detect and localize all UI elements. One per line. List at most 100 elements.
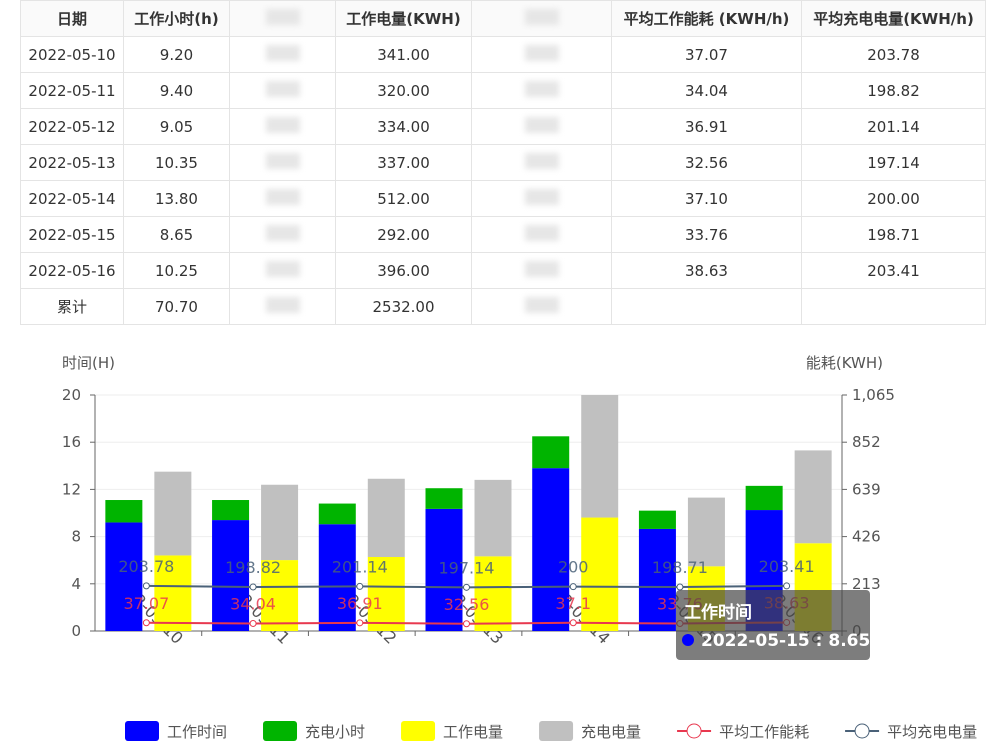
table-cell: 37.07: [611, 36, 802, 73]
blurred-text: [524, 188, 559, 205]
blurred-text: [524, 224, 559, 241]
table-cell: 320.00: [335, 72, 472, 109]
line-point: [142, 619, 150, 627]
table-cell: 36.91: [611, 108, 802, 145]
tooltip-separator: :: [810, 631, 829, 651]
y2-tick-label: 1,065: [852, 386, 895, 404]
table-row: 2022-05-13 10.35 337.00 32.56 197.14: [20, 144, 986, 181]
blurred-text: [265, 116, 300, 133]
blurred-text: [524, 260, 559, 277]
bar: [105, 500, 143, 523]
table-cell: [471, 252, 612, 289]
bar: [425, 508, 463, 631]
line-point: [142, 582, 150, 590]
table-cell: 累计: [20, 288, 124, 325]
blurred-text: [265, 152, 300, 169]
table-cell: [471, 288, 612, 325]
bar: [212, 520, 250, 631]
table-row: 2022-05-11 9.40 320.00 34.04 198.82: [20, 72, 986, 109]
table-cell: 70.70: [123, 288, 230, 325]
bar: [474, 556, 512, 631]
bar: [794, 450, 832, 544]
bar: [638, 510, 676, 529]
tooltip-text: 2022-05-15 : 8.65: [701, 631, 870, 651]
bar: [367, 478, 405, 557]
bar: [367, 556, 405, 631]
table-cell: 2022-05-16: [20, 252, 124, 289]
bar: [581, 517, 619, 631]
data-table: 日期 工作小时(h) 工作电量(KWH) 平均工作能耗 (KWH/h) 平均充电电量(K…: [20, 0, 986, 325]
legend-swatch: [686, 723, 702, 739]
table-cell: [229, 72, 336, 109]
bar: [474, 479, 512, 557]
chart: 时间(H) 能耗(KWH) 0 4 8 12 16 200 213 426 639 852 1,065 2…: [62, 354, 977, 741]
y2-tick-label: 213: [852, 575, 881, 593]
bar: [318, 503, 356, 525]
table-cell: 334.00: [335, 108, 472, 145]
bar: [581, 395, 619, 518]
table-cell: 337.00: [335, 144, 472, 181]
y-tick-label: 8: [71, 528, 81, 546]
legend-label: 工作时间: [167, 723, 227, 741]
table-cell: 2022-05-15: [20, 216, 124, 253]
bar: [638, 528, 676, 631]
table-cell: [229, 108, 336, 145]
data-label: 32.56: [444, 595, 490, 614]
table-cell: [471, 216, 612, 253]
bar: [687, 497, 725, 567]
table-cell: [229, 288, 336, 325]
table-cell: 396.00: [335, 252, 472, 289]
table-row: 2022-05-16 10.25 396.00 38.63 203.41: [20, 252, 986, 289]
bar: [154, 555, 192, 631]
blurred-text: [524, 116, 559, 133]
legend-label: 平均工作能耗: [719, 723, 809, 741]
blurred-text: [265, 224, 300, 241]
table-cell: [611, 288, 802, 325]
blurred-text: [524, 44, 559, 61]
line-point: [569, 583, 577, 591]
y-tick-label: 4: [71, 575, 81, 593]
data-label: 37.1: [555, 594, 591, 613]
table-cell: 10.35: [123, 144, 230, 181]
table-cell: 2022-05-13: [20, 144, 124, 181]
table-cell: 198.82: [801, 72, 986, 109]
table-row: 2022-05-10 9.20 341.00 37.07 203.78: [20, 36, 986, 73]
table-cell: 512.00: [335, 180, 472, 217]
legend-swatch: [263, 721, 298, 741]
line-point: [249, 583, 257, 591]
table-cell: [801, 288, 986, 325]
legend-label: 平均充电电量: [887, 723, 977, 741]
tooltip-title: 工作时间: [684, 602, 752, 623]
table-cell: 198.71: [801, 216, 986, 253]
y2-tick-label: 852: [852, 433, 881, 451]
header-cell: 工作小时(h): [123, 0, 230, 37]
table-cell: [471, 144, 612, 181]
blurred-text: [265, 44, 300, 61]
table-cell: 2022-05-12: [20, 108, 124, 145]
table-cell: 203.78: [801, 36, 986, 73]
line-point: [356, 619, 364, 627]
tooltip-marker: [682, 634, 694, 646]
y2-tick-label: 426: [852, 528, 881, 546]
y-tick-label: 12: [62, 480, 81, 498]
blurred-text: [265, 80, 300, 97]
table-row: 2022-05-14 13.80 512.00 37.10 200.00: [20, 180, 986, 217]
table-cell: [471, 180, 612, 217]
bar: [261, 560, 299, 631]
y2-tick-label: 639: [852, 480, 881, 498]
legend-swatch: [125, 721, 159, 741]
table-row: 2022-05-15 8.65 292.00 33.76 198.71: [20, 216, 986, 253]
table-cell: 341.00: [335, 36, 472, 73]
y-axis-title: 时间(H): [62, 354, 115, 372]
table-cell: [471, 72, 612, 109]
table-cell: 38.63: [611, 252, 802, 289]
blurred-text: [524, 296, 559, 313]
table-cell: [229, 36, 336, 73]
data-label: 34.04: [230, 594, 276, 613]
blurred-text: [265, 8, 300, 25]
legend-label: 充电电量: [581, 723, 641, 741]
table-cell: 33.76: [611, 216, 802, 253]
bar: [745, 485, 783, 511]
data-label: 201.14: [332, 557, 388, 576]
table-cell: 200.00: [801, 180, 986, 217]
